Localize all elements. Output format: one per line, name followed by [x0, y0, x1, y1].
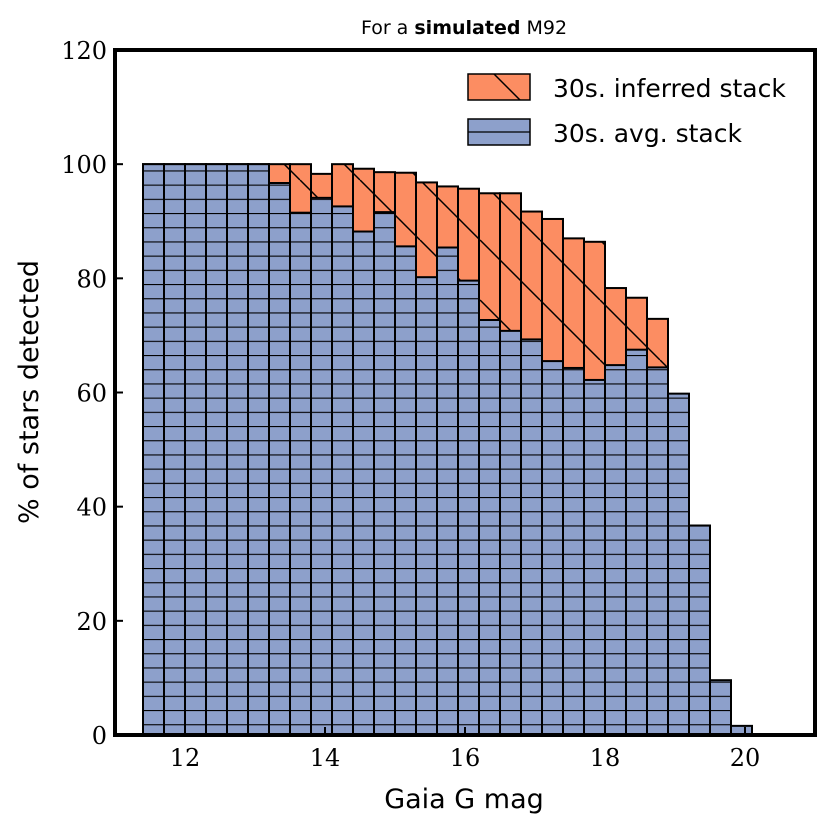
x-tick-label-2: 16 — [450, 744, 481, 772]
bar-avg-19 — [541, 360, 564, 736]
bar-avg-14 — [436, 246, 459, 736]
bar-avg-16 — [478, 319, 501, 736]
bar-avg-2 — [184, 163, 207, 736]
bar-avg-24 — [646, 366, 669, 736]
bar-avg-0 — [142, 163, 165, 736]
bar-avg-27 — [709, 679, 732, 737]
bar-avg-10 — [352, 230, 375, 736]
bar-avg-18 — [520, 338, 543, 736]
x-tick-label-1: 14 — [310, 744, 341, 772]
y-tick-label-3: 60 — [76, 380, 107, 408]
y-tick-label-0: 0 — [92, 722, 107, 750]
x-tick-label-0: 12 — [170, 744, 201, 772]
chart-title: For a simulated M92 — [361, 17, 567, 39]
x-tick-label-3: 18 — [590, 744, 621, 772]
bar-avg-23 — [625, 348, 648, 736]
avg-bars — [142, 163, 753, 737]
y-tick-label-5: 100 — [61, 151, 107, 179]
bar-avg-21 — [583, 378, 606, 736]
bar-avg-7 — [289, 211, 312, 736]
x-tick-label-4: 20 — [730, 744, 761, 772]
y-tick-label-4: 80 — [76, 265, 107, 293]
x-axis-label: Gaia G mag — [384, 784, 544, 815]
legend-label-inferred: 30s. inferred stack — [553, 74, 786, 103]
bar-avg-13 — [415, 276, 438, 736]
y-tick-label-1: 20 — [76, 608, 107, 636]
bar-avg-25 — [667, 392, 690, 736]
y-tick-label-2: 40 — [76, 494, 107, 522]
bar-avg-20 — [562, 366, 585, 736]
axis-ticks: 0 20 40 60 80 100 120 12 14 16 18 20 — [61, 37, 760, 772]
y-tick-label-6: 120 — [61, 37, 107, 65]
bar-avg-5 — [247, 163, 270, 736]
legend: 30s. inferred stack 30s. avg. stack — [467, 73, 786, 148]
bar-avg-1 — [163, 163, 186, 736]
bar-avg-15 — [457, 279, 480, 736]
bar-avg-17 — [499, 329, 522, 736]
bar-avg-22 — [604, 364, 627, 736]
y-axis-label: % of stars detected — [14, 260, 45, 524]
legend-swatch-inferred — [467, 73, 531, 101]
bar-avg-8 — [310, 196, 333, 737]
bar-avg-6 — [268, 182, 291, 737]
bar-avg-4 — [226, 163, 249, 736]
bar-avg-9 — [331, 205, 354, 737]
bar-avg-11 — [373, 211, 396, 737]
bar-avg-3 — [205, 163, 228, 736]
bar-avg-26 — [688, 524, 711, 736]
bar-avg-12 — [394, 245, 417, 736]
legend-label-avg: 30s. avg. stack — [553, 119, 742, 148]
